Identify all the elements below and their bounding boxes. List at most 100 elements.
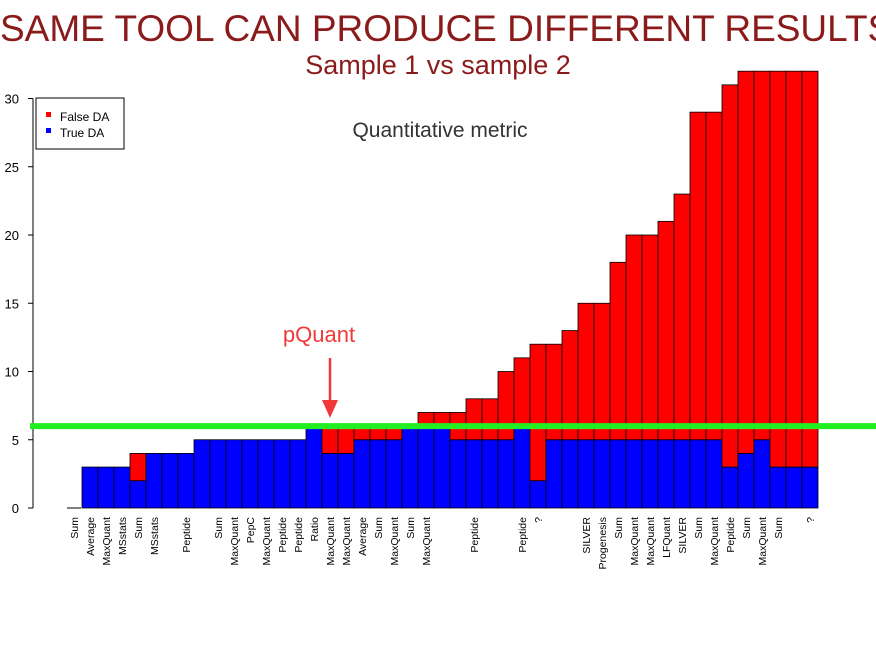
bar-false-da xyxy=(337,425,355,454)
bar-false-da xyxy=(577,302,595,441)
bar-true-da xyxy=(337,452,355,509)
bar-true-da xyxy=(689,439,707,509)
bar-true-da xyxy=(81,466,99,509)
bar-true-da xyxy=(561,439,579,509)
x-tick-label: MaxQuant xyxy=(261,517,273,566)
x-tick-label: Average xyxy=(85,517,97,556)
legend-false-da-label: False DA xyxy=(60,110,109,124)
x-tick-label: Progenesis xyxy=(597,517,609,570)
x-tick-label: MaxQuant xyxy=(389,517,401,566)
x-tick-label: Sum xyxy=(613,517,625,539)
bar-true-da xyxy=(497,439,515,509)
x-tick-label: MaxQuant xyxy=(101,517,113,566)
bar-false-da xyxy=(497,371,515,441)
x-tick-label: Peptide xyxy=(181,517,193,553)
bar-true-da xyxy=(657,439,675,509)
x-tick-label: Peptide xyxy=(469,517,481,553)
x-tick-label: Sum xyxy=(693,517,705,539)
x-tick-label: Peptide xyxy=(517,517,529,553)
bar-true-da xyxy=(385,439,403,509)
bar-false-da xyxy=(609,261,627,441)
bar-group xyxy=(67,70,819,509)
bar-true-da xyxy=(401,425,419,509)
slide-title: SAME TOOL CAN PRODUCE DIFFERENT RESULTS xyxy=(0,8,876,49)
bar-true-da xyxy=(481,439,499,509)
bar-true-da xyxy=(801,466,819,509)
pquant-arrow xyxy=(322,358,338,418)
legend-true-da-label: True DA xyxy=(60,126,104,140)
legend-false-da-swatch xyxy=(46,112,51,117)
x-tick-label: Sum xyxy=(133,517,145,539)
y-tick-label: 30 xyxy=(5,92,19,107)
bar-true-da xyxy=(577,439,595,509)
bar-true-da xyxy=(593,439,611,509)
x-tick-label: SILVER xyxy=(677,517,689,554)
bar-false-da xyxy=(657,220,675,441)
y-tick-label: 0 xyxy=(12,501,19,516)
x-tick-label: MaxQuant xyxy=(341,517,353,566)
bar-true-da xyxy=(209,439,227,509)
bar-false-da xyxy=(769,70,787,468)
bar-true-da xyxy=(353,439,371,509)
bar-true-da xyxy=(97,466,115,509)
bar-true-da xyxy=(129,480,147,509)
x-tick-label: Sum xyxy=(69,517,81,539)
x-tick-label: Sum xyxy=(405,517,417,539)
bar-true-da xyxy=(177,452,195,509)
bar-true-da xyxy=(225,439,243,509)
bar-false-da xyxy=(705,111,723,441)
x-tick-label: MaxQuant xyxy=(421,517,433,566)
y-tick-label: 20 xyxy=(5,228,19,243)
bar-false-da xyxy=(737,70,755,454)
x-tick-label: PepC xyxy=(245,517,257,544)
bar-true-da xyxy=(145,452,163,509)
bar-true-da xyxy=(769,466,787,509)
x-tick-label: Sum xyxy=(773,517,785,539)
x-tick-label: SILVER xyxy=(581,517,593,554)
bar-false-da xyxy=(689,111,707,441)
bar-false-da xyxy=(529,343,547,482)
x-tick-label: Peptide xyxy=(725,517,737,553)
legend-true-da-swatch xyxy=(46,128,51,133)
bar-true-da xyxy=(273,439,291,509)
bar-true-da xyxy=(737,452,755,509)
bar-true-da xyxy=(545,439,563,509)
bar-true-da xyxy=(705,439,723,509)
bar-false-da xyxy=(673,193,691,441)
bar-true-da xyxy=(721,466,739,509)
bar-false-da xyxy=(641,234,659,441)
bar-true-da xyxy=(449,439,467,509)
bar-true-da xyxy=(641,439,659,509)
x-tick-label: MSstats xyxy=(149,517,161,555)
bar-false-da xyxy=(321,425,339,454)
bar-true-da xyxy=(529,480,547,509)
bar-false-da xyxy=(129,452,147,482)
bar-true-da xyxy=(289,439,307,509)
bar-false-da xyxy=(465,398,483,441)
bar-true-da xyxy=(625,439,643,509)
bar-true-da xyxy=(369,439,387,509)
bar-false-da xyxy=(785,70,803,468)
bar-true-da xyxy=(113,466,131,509)
bar-false-da xyxy=(593,302,611,441)
bar-true-da xyxy=(609,439,627,509)
x-tick-label: Sum xyxy=(213,517,225,539)
x-tick-label: MSstats xyxy=(117,517,129,555)
x-tick-label: Ratio xyxy=(309,517,321,542)
legend: False DA True DA xyxy=(35,97,125,150)
y-tick-label: 10 xyxy=(5,365,19,380)
bar-true-da xyxy=(513,425,531,509)
bar-false-da xyxy=(801,70,819,468)
x-tick-label: MaxQuant xyxy=(757,517,769,566)
metric-annotation: Quantitative metric xyxy=(352,119,527,142)
bar-true-da xyxy=(785,466,803,509)
x-axis-labels: Sum Average MaxQuant MSstats Sum MSstats Pepti… xyxy=(69,517,817,570)
bar-false-da xyxy=(721,84,739,468)
bar-true-da xyxy=(241,439,259,509)
x-tick-label: Sum xyxy=(741,517,753,539)
bar-true-da xyxy=(161,452,179,509)
legend-box xyxy=(35,97,125,150)
slide-subtitle: Sample 1 vs sample 2 xyxy=(305,50,571,80)
pquant-annotation: pQuant xyxy=(283,322,355,347)
